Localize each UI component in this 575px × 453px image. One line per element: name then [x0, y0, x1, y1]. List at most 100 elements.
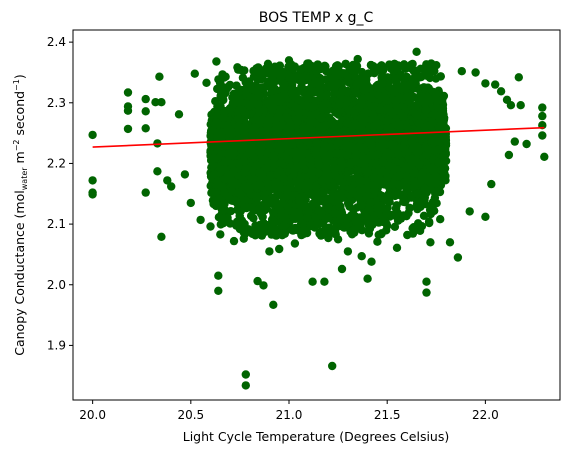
scatter-point: [414, 160, 424, 169]
scatter-point: [370, 186, 379, 195]
scatter-point: [208, 188, 218, 198]
scatter-point: [384, 148, 393, 157]
scatter-point: [276, 184, 285, 193]
scatter-point: [429, 206, 439, 215]
scatter-point: [366, 93, 376, 103]
scatter-point: [229, 166, 239, 175]
scatter-point: [279, 174, 288, 183]
scatter-point: [395, 171, 404, 180]
scatter-point: [288, 91, 298, 100]
scatter-point: [357, 200, 366, 210]
scatter-point: [391, 96, 401, 106]
scatter-point: [353, 191, 363, 201]
scatter-point: [418, 169, 427, 178]
scatter-point: [333, 108, 342, 118]
scatter-point: [355, 103, 364, 112]
scatter-point: [308, 166, 317, 175]
scatter-point: [405, 203, 414, 213]
scatter-point: [326, 143, 335, 152]
scatter-point: [413, 219, 423, 228]
scatter-point: [282, 192, 291, 201]
scatter-point: [399, 112, 408, 121]
scatter-point: [278, 79, 288, 88]
scatter-point: [365, 224, 374, 233]
scatter-point: [363, 213, 372, 223]
scatter-point: [237, 145, 246, 155]
scatter-point: [234, 88, 243, 97]
scatter-point: [267, 223, 276, 232]
scatter-point: [324, 213, 333, 223]
scatter-point: [251, 221, 260, 230]
scatter-point: [390, 222, 400, 231]
scatter-point: [240, 168, 249, 177]
scatter-point: [321, 99, 330, 108]
scatter-point: [332, 61, 341, 71]
scatter-point: [222, 141, 231, 150]
scatter-point: [434, 145, 443, 154]
scatter-point: [390, 191, 400, 201]
scatter-point: [407, 137, 417, 146]
scatter-point: [432, 95, 441, 105]
scatter-point: [298, 192, 307, 201]
scatter-point: [290, 225, 299, 235]
scatter-point: [428, 87, 438, 97]
scatter-point: [423, 93, 432, 102]
scatter-point: [399, 143, 408, 152]
scatter-point: [317, 113, 326, 123]
scatter-point: [249, 66, 258, 76]
scatter-point: [400, 197, 410, 207]
scatter-point: [366, 60, 376, 70]
scatter-point: [345, 106, 354, 115]
scatter-point: [237, 105, 247, 114]
scatter-point: [325, 150, 335, 159]
scatter-point: [306, 61, 315, 71]
scatter-point: [407, 191, 416, 201]
scatter-point: [351, 88, 361, 97]
scatter-point: [407, 81, 416, 91]
scatter-point: [375, 142, 384, 151]
scatter-point: [343, 77, 352, 86]
scatter-point: [352, 121, 361, 130]
scatter-point: [306, 116, 315, 125]
scatter-point: [412, 179, 421, 188]
scatter-point: [369, 173, 379, 182]
scatter-point: [423, 150, 432, 159]
scatter-point: [383, 73, 392, 82]
scatter-point: [253, 194, 262, 203]
scatter-point: [367, 139, 376, 148]
scatter-point: [437, 129, 446, 139]
scatter-point: [370, 213, 379, 222]
scatter-point: [425, 218, 434, 228]
scatter-point: [228, 101, 237, 110]
scatter-point: [422, 130, 432, 139]
scatter-point: [323, 203, 333, 213]
scatter-point: [337, 178, 346, 187]
scatter-point: [226, 207, 235, 216]
scatter-point: [379, 133, 388, 142]
scatter-point: [420, 184, 429, 194]
scatter-point: [371, 159, 380, 168]
scatter-point: [394, 150, 403, 159]
scatter-point: [270, 197, 279, 206]
scatter-point: [345, 202, 354, 211]
scatter-point: [392, 78, 401, 87]
scatter-point: [207, 142, 216, 151]
scatter-point: [328, 181, 337, 191]
scatter-point: [319, 149, 328, 158]
scatter-point: [388, 163, 398, 172]
scatter-point: [430, 165, 439, 174]
scatter-point: [383, 172, 392, 182]
scatter-point: [289, 166, 299, 175]
scatter-point: [306, 189, 316, 198]
plot-area: [88, 47, 549, 390]
scatter-point: [307, 131, 317, 141]
scatter-point: [330, 171, 340, 180]
scatter-point: [248, 137, 257, 146]
scatter-point: [237, 216, 246, 225]
scatter-point: [312, 150, 321, 159]
scatter-point: [360, 160, 369, 170]
scatter-point: [283, 185, 292, 195]
scatter-point: [341, 69, 350, 79]
scatter-point: [217, 132, 227, 142]
scatter-point: [375, 84, 384, 93]
